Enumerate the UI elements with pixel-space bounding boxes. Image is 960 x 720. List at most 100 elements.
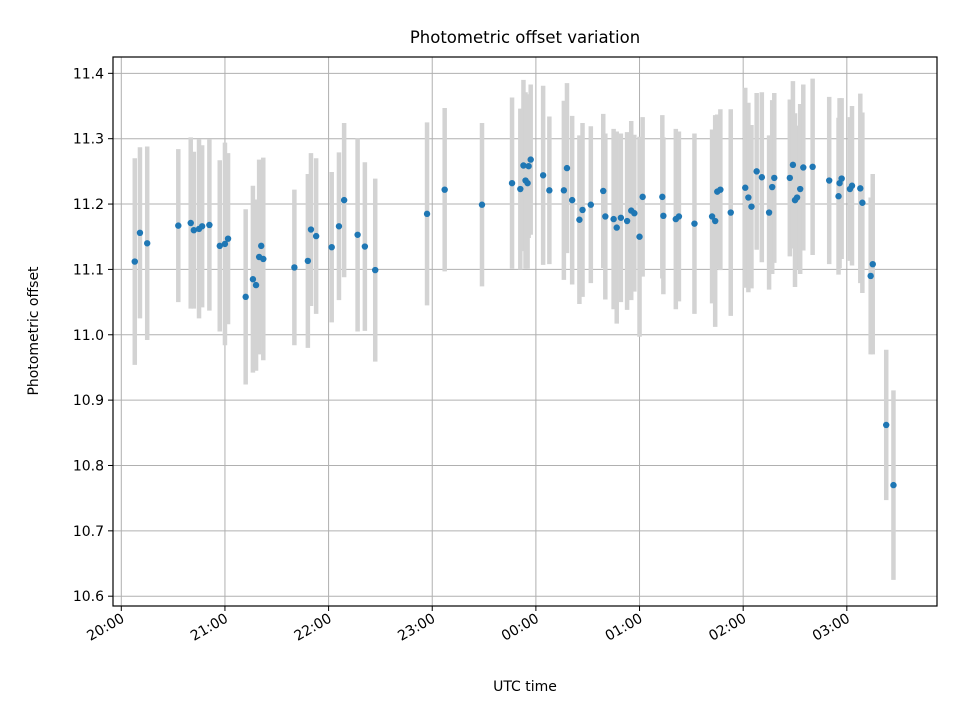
data-point <box>636 233 643 240</box>
data-point <box>793 194 801 201</box>
data-point <box>600 187 607 195</box>
data-point <box>796 185 804 193</box>
data-point <box>613 224 620 231</box>
data-point <box>221 240 229 248</box>
data-point <box>304 257 312 265</box>
data-point <box>508 179 516 187</box>
data-point <box>198 223 206 230</box>
data-point <box>771 174 778 182</box>
data-point <box>742 184 749 191</box>
data-point <box>675 213 683 220</box>
data-point <box>258 242 265 250</box>
data-point <box>610 215 617 223</box>
data-point <box>765 209 773 216</box>
y-tick-label: 11.2 <box>73 197 104 213</box>
data-point <box>224 235 232 242</box>
data-point <box>478 201 486 208</box>
data-point <box>372 266 379 274</box>
data-point <box>312 232 320 240</box>
data-point <box>340 196 348 204</box>
data-point <box>579 206 586 214</box>
data-point <box>786 174 794 182</box>
y-tick-label: 11.3 <box>73 132 104 148</box>
data-point <box>617 214 625 221</box>
chart-title: Photometric offset variation <box>410 28 640 47</box>
data-point <box>623 217 631 225</box>
data-point <box>520 162 527 169</box>
y-tick-label: 11.1 <box>73 262 104 278</box>
data-point <box>708 213 716 220</box>
data-point <box>659 193 666 201</box>
data-point <box>291 264 298 271</box>
data-point <box>789 161 797 169</box>
data-point <box>848 182 856 189</box>
data-point <box>748 203 755 210</box>
data-point <box>691 220 698 227</box>
data-point <box>175 222 182 229</box>
data-point <box>249 276 257 283</box>
data-point <box>335 223 343 230</box>
data-point <box>867 272 874 280</box>
y-axis-label: Photometric offset <box>26 266 42 396</box>
data-point <box>883 421 890 429</box>
data-point <box>587 201 595 208</box>
data-point <box>136 229 144 237</box>
data-point <box>361 243 369 250</box>
y-tick-label: 10.6 <box>73 589 104 605</box>
data-point <box>727 209 734 216</box>
y-tick-label: 10.8 <box>73 458 104 474</box>
data-points <box>131 156 897 489</box>
data-point <box>517 185 524 193</box>
data-point <box>216 242 223 250</box>
data-point <box>568 196 576 204</box>
data-point <box>869 260 876 268</box>
data-point <box>753 168 760 175</box>
data-point <box>242 293 249 301</box>
plot-frame <box>112 56 938 607</box>
data-point <box>826 177 833 184</box>
data-point <box>835 193 842 200</box>
y-tick-label: 11.0 <box>73 328 104 344</box>
data-point <box>144 240 151 247</box>
data-point <box>859 199 866 206</box>
y-axis-ticks: 10.6 10.7 10.8 10.9 11.0 11.1 11.2 11.3 11.4 <box>73 66 113 605</box>
data-point <box>711 217 719 225</box>
data-point <box>525 162 532 170</box>
y-tick-label: 10.9 <box>73 393 104 409</box>
data-point <box>260 255 267 263</box>
data-point <box>631 210 638 217</box>
data-point <box>187 219 194 227</box>
x-axis-label: UTC time <box>493 679 557 695</box>
data-point <box>252 281 260 289</box>
data-point <box>769 183 776 191</box>
data-point <box>328 243 335 251</box>
data-point <box>527 156 534 163</box>
data-point <box>809 163 816 170</box>
data-point <box>660 212 667 220</box>
y-tick-label: 11.4 <box>73 66 104 82</box>
data-point <box>190 226 198 234</box>
data-point <box>524 179 531 187</box>
data-point <box>800 164 807 171</box>
data-point <box>546 187 553 194</box>
data-point <box>441 186 448 193</box>
data-point <box>745 194 752 201</box>
data-point <box>423 210 431 218</box>
data-point <box>563 164 571 172</box>
data-point <box>857 185 864 192</box>
data-point <box>206 221 213 229</box>
data-point <box>307 226 315 233</box>
y-tick-label: 10.7 <box>73 524 104 540</box>
data-point <box>354 231 361 238</box>
data-point <box>758 174 766 181</box>
data-point <box>602 213 609 220</box>
data-point <box>131 258 138 265</box>
data-point <box>639 193 646 201</box>
data-point <box>890 481 897 489</box>
data-point <box>560 187 568 194</box>
data-point <box>838 175 845 182</box>
data-point <box>576 216 583 223</box>
data-point <box>717 186 724 193</box>
